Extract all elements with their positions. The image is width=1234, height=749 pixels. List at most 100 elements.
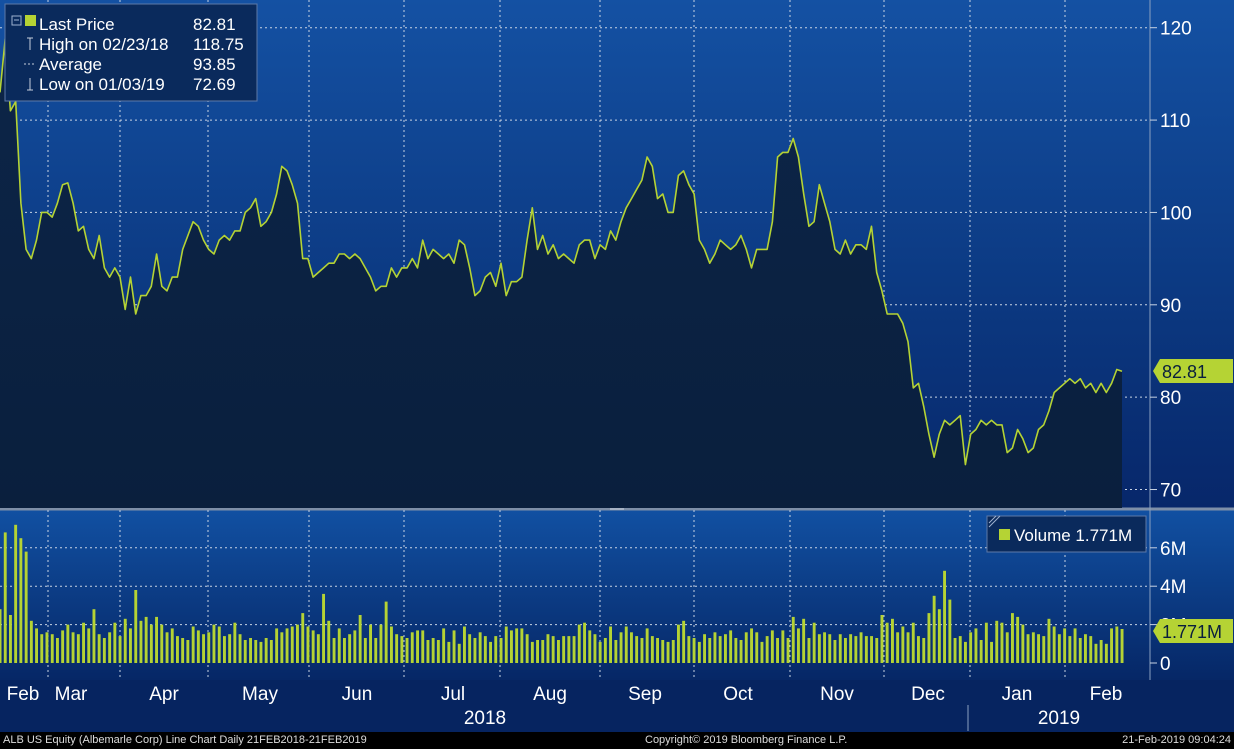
volume-bar: [322, 593, 325, 663]
volume-bar: [296, 624, 299, 663]
price-tick-label: 70: [1160, 481, 1181, 502]
legend-collapse-icon[interactable]: [11, 15, 22, 26]
volume-bar: [50, 634, 54, 663]
volume-bar: [765, 636, 769, 663]
volume-bar: [854, 636, 858, 663]
volume-bar: [682, 620, 686, 663]
volume-bar: [379, 624, 383, 663]
volume-bar: [1078, 638, 1082, 663]
volume-bar: [457, 643, 461, 663]
volume-bar: [228, 634, 232, 663]
volume-bar: [405, 638, 409, 663]
volume-bar: [56, 638, 59, 663]
volume-bar: [29, 620, 33, 663]
price-area-fill: [0, 38, 1122, 509]
volume-bar: [76, 634, 80, 663]
volume-bar: [750, 628, 753, 663]
footer-security-description: ALB US Equity (Albemarle Corp) Line Char…: [3, 734, 367, 746]
volume-bar: [1099, 640, 1103, 663]
volume-bar: [958, 636, 962, 663]
volume-bar: [337, 628, 341, 663]
volume-bar: [937, 609, 941, 663]
volume-bar: [927, 613, 931, 663]
volume-bar: [400, 636, 404, 663]
price-axis: 70 80 90 100 110 120: [1150, 19, 1192, 502]
volume-bar: [353, 630, 357, 663]
volume-bar: [770, 630, 774, 663]
legend-high-value: 118.75: [193, 35, 244, 54]
volume-bar: [603, 638, 607, 663]
volume-bar: [1094, 643, 1098, 663]
volume-bar: [129, 628, 132, 663]
volume-bar: [729, 630, 733, 663]
volume-bar: [708, 638, 712, 663]
volume-tick-label: 0: [1160, 654, 1171, 675]
volume-bar: [1104, 643, 1108, 663]
legend-average-value: 93.85: [193, 55, 236, 74]
volume-bar: [781, 630, 785, 663]
volume-bar: [713, 632, 717, 663]
volume-bar: [697, 641, 701, 663]
volume-bar: [1063, 628, 1067, 663]
volume-bar: [598, 641, 602, 663]
volume-bar: [739, 640, 743, 663]
axis-panel-background: [0, 680, 1234, 732]
volume-bar: [269, 640, 273, 663]
price-legend[interactable]: Last Price 82.81 High on 02/23/18 118.75…: [4, 3, 258, 102]
volume-bar: [301, 613, 305, 663]
volume-bar: [332, 638, 336, 663]
volume-bar: [906, 632, 910, 663]
volume-legend[interactable]: Volume 1.771M: [986, 515, 1147, 553]
volume-bar: [254, 640, 258, 663]
volume-bar: [327, 620, 331, 663]
volume-bar: [969, 632, 973, 663]
volume-bar: [1068, 636, 1072, 663]
volume-bar: [212, 624, 216, 663]
month-axis: Feb Mar Apr May Jun Jul Aug Sep Oct Nov Dec Jan Feb: [7, 684, 1123, 705]
footer-copyright: Copyright© 2019 Bloomberg Finance L.P.: [645, 734, 848, 746]
low-marker-icon: [27, 78, 33, 91]
volume-bar: [306, 626, 310, 663]
last-price-badge: 82.81: [1153, 359, 1233, 383]
volume-bar: [19, 538, 23, 663]
volume-bar: [483, 636, 487, 663]
price-tick-label: 80: [1160, 388, 1181, 409]
volume-bar: [1084, 634, 1087, 663]
volume-bar: [123, 618, 127, 663]
volume-bar: [176, 636, 179, 663]
volume-bar: [656, 638, 659, 663]
volume-bar: [786, 638, 790, 663]
volume-bar: [1031, 632, 1035, 663]
volume-bar: [1110, 628, 1113, 663]
volume-bar: [108, 632, 112, 663]
volume-bar: [984, 622, 988, 663]
volume-bar: [776, 638, 779, 663]
volume-bar: [118, 636, 122, 663]
footer-timestamp: 21-Feb-2019 09:04:24: [1122, 734, 1231, 746]
volume-bar: [530, 641, 534, 663]
volume-bar: [687, 636, 691, 663]
volume-bar: [249, 638, 252, 663]
volume-bar: [1042, 636, 1046, 663]
volume-bar: [87, 628, 91, 663]
volume-bar: [426, 640, 430, 663]
volume-legend-label: Volume 1.771M: [1014, 526, 1132, 545]
volume-bar: [650, 636, 654, 663]
volume-bar: [410, 632, 414, 663]
volume-bar: [525, 634, 529, 663]
volume-bar: [343, 638, 346, 663]
legend-last-label: Last Price: [39, 15, 115, 34]
volume-bar: [348, 634, 352, 663]
volume-bar: [833, 640, 837, 663]
volume-bar: [97, 634, 101, 663]
volume-bar: [149, 624, 153, 663]
volume-bar: [238, 634, 242, 663]
volume-bar: [645, 628, 649, 663]
volume-bar: [363, 638, 367, 663]
volume-bar: [1115, 626, 1119, 663]
volume-bar: [828, 634, 832, 663]
volume-bar: [593, 634, 597, 663]
volume-bar: [817, 634, 821, 663]
